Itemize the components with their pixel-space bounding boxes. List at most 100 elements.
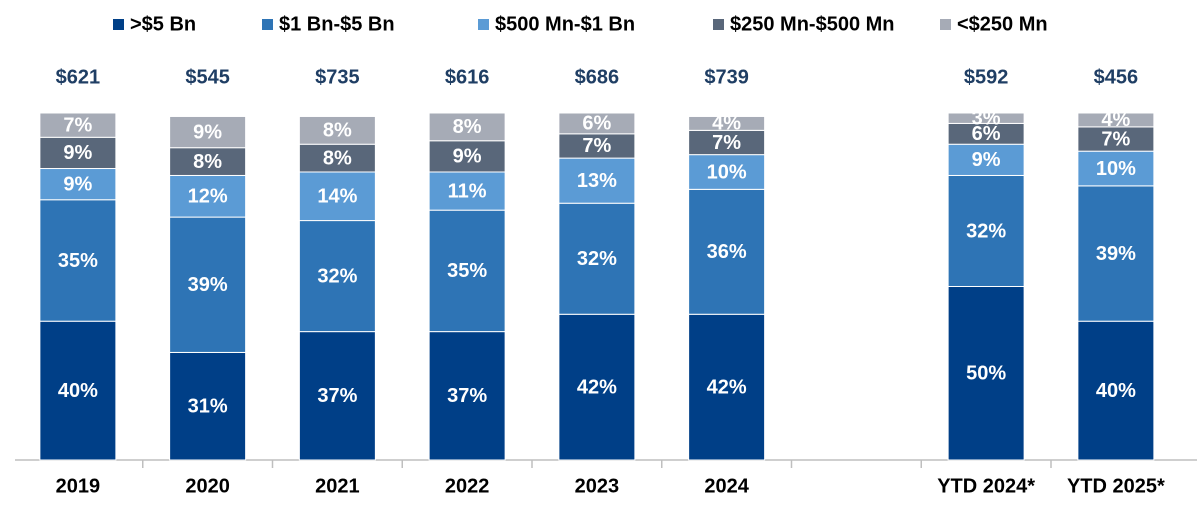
bar-segment [947, 174, 1025, 288]
data-label: 37% [447, 385, 487, 407]
bar-segment [428, 209, 506, 333]
data-label: 39% [1096, 243, 1136, 265]
bar-segment [428, 140, 506, 173]
legend-label: <$250 Mn [957, 13, 1048, 35]
data-label: 31% [188, 395, 228, 417]
data-label: 4% [1101, 109, 1130, 131]
data-label: 32% [577, 248, 617, 270]
bar-segment [428, 171, 506, 211]
data-label: 32% [317, 265, 357, 287]
data-label: 42% [707, 376, 747, 398]
bar-segment [39, 199, 117, 322]
data-label: 12% [188, 186, 228, 208]
x-tick-label: 2019 [56, 475, 101, 497]
data-label: 37% [317, 385, 357, 407]
data-label: 35% [58, 250, 98, 272]
bar-segment [298, 143, 376, 173]
x-tick-label: 2022 [445, 475, 490, 497]
bar-segment [169, 174, 247, 218]
data-label: 9% [63, 142, 92, 164]
data-label: 8% [323, 120, 352, 142]
bar-segment [558, 313, 636, 461]
legend-label: $1 Bn-$5 Bn [279, 13, 395, 35]
bar-segment [169, 115, 247, 149]
x-tick-label: 2020 [185, 475, 230, 497]
bar-segment [39, 112, 117, 138]
x-tick-label: 2023 [575, 475, 620, 497]
bar-segment [428, 331, 506, 461]
x-tick-label: 2021 [315, 475, 360, 497]
data-label: 35% [447, 260, 487, 282]
x-tick-label: 2024 [704, 475, 749, 497]
bar-segment [558, 133, 636, 159]
data-label: 8% [323, 147, 352, 169]
bar-segment [1077, 150, 1155, 187]
legend-label: $500 Mn-$1 Bn [495, 13, 635, 35]
data-label: 50% [966, 363, 1006, 385]
data-label: 9% [972, 149, 1001, 171]
data-label: 7% [63, 114, 92, 136]
data-label: 7% [1101, 128, 1130, 150]
bar-segment [688, 115, 766, 131]
data-label: 10% [707, 161, 747, 183]
bar-segment [298, 115, 376, 145]
x-tick-label: YTD 2025* [1067, 475, 1165, 497]
data-label: 10% [1096, 158, 1136, 180]
legend-swatch [940, 19, 951, 30]
legend-label: $250 Mn-$500 Mn [730, 13, 895, 35]
data-label: 8% [453, 116, 482, 138]
x-tick-label: YTD 2024* [937, 475, 1035, 497]
data-label: 7% [712, 132, 741, 154]
data-label: 40% [58, 380, 98, 402]
data-label: 4% [712, 113, 741, 135]
data-label: 40% [1096, 380, 1136, 402]
bar-segment [688, 313, 766, 461]
data-label: 6% [582, 113, 611, 135]
legend-swatch [262, 19, 273, 30]
data-label: 42% [577, 376, 617, 398]
legend-swatch [713, 19, 724, 30]
bar-segment [558, 202, 636, 315]
legend-label: >$5 Bn [130, 13, 196, 35]
data-label: 32% [966, 220, 1006, 242]
bar-segment [947, 286, 1025, 461]
total-label: $545 [185, 66, 230, 88]
data-label: 8% [193, 151, 222, 173]
bar-segment [1077, 320, 1155, 461]
data-label: 14% [317, 186, 357, 208]
data-label: 9% [63, 173, 92, 195]
bar-segment [688, 154, 766, 190]
bar-segment [169, 147, 247, 176]
bar-segment [39, 320, 117, 461]
total-label: $686 [575, 66, 620, 88]
bar-segment [39, 136, 117, 170]
bar-segment [558, 112, 636, 135]
bar-segment [1077, 185, 1155, 322]
bar-segment [298, 220, 376, 333]
data-label: 9% [453, 146, 482, 168]
data-label: 3% [972, 107, 1001, 129]
bar-segment [558, 157, 636, 204]
data-label: 13% [577, 170, 617, 192]
bar-segment [1077, 126, 1155, 152]
data-label: 11% [448, 180, 487, 202]
data-label: 39% [188, 274, 228, 296]
bar-segment [169, 351, 247, 461]
data-label: 6% [972, 123, 1001, 145]
total-label: $621 [56, 66, 101, 88]
total-label: $456 [1094, 66, 1139, 88]
legend-swatch [478, 19, 489, 30]
bar-segment [947, 143, 1025, 176]
bar-segment [688, 129, 766, 156]
total-label: $739 [704, 66, 749, 88]
total-label: $592 [964, 66, 1009, 88]
legend-swatch [113, 19, 124, 30]
data-label: 9% [193, 121, 222, 143]
total-label: $735 [315, 66, 360, 88]
bar-segment [428, 112, 506, 142]
data-label: 36% [707, 241, 747, 263]
bar-segment [1077, 112, 1155, 128]
bar-segment [688, 188, 766, 315]
data-label: 7% [582, 135, 611, 157]
